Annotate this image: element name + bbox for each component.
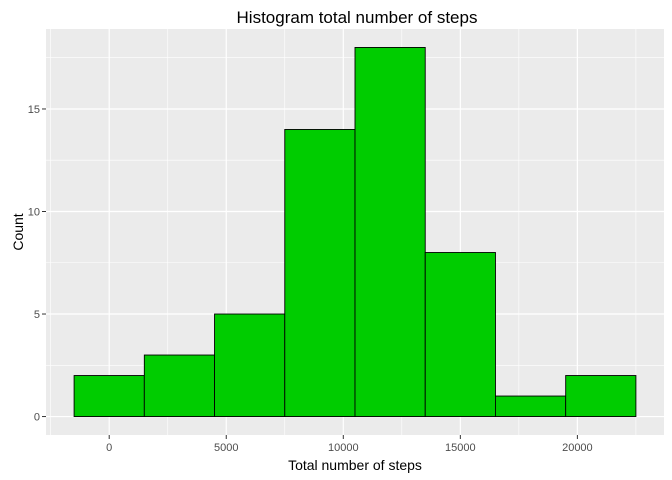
y-tick-label: 5 [34, 309, 40, 321]
x-axis-title: Total number of steps [288, 457, 422, 473]
histogram-bar-1 [73, 375, 145, 417]
x-tick-label: 20000 [562, 442, 593, 454]
y-axis: 0 5 10 15 [28, 104, 46, 424]
x-tick-label: 5000 [214, 442, 238, 454]
y-tick-label: 0 [34, 412, 40, 424]
histogram-bar-2 [143, 354, 215, 417]
x-axis: 0 5000 10000 15000 20000 [106, 435, 593, 454]
histogram-bar-6 [424, 252, 496, 417]
histogram-bar-8 [565, 375, 637, 417]
y-tick-label: 15 [28, 104, 40, 116]
x-tick-label: 0 [106, 442, 112, 454]
histogram-bar-4 [284, 129, 356, 417]
histogram-bar-5 [354, 47, 426, 417]
x-tick-label: 10000 [328, 442, 359, 454]
chart-title: Histogram total number of steps [237, 8, 478, 27]
histogram-bars [73, 47, 637, 417]
y-axis-title: Count [10, 213, 26, 250]
x-tick-label: 15000 [445, 442, 476, 454]
histogram-bar-7 [495, 395, 567, 417]
histogram-bar-3 [214, 313, 286, 417]
y-tick-label: 10 [28, 206, 40, 218]
